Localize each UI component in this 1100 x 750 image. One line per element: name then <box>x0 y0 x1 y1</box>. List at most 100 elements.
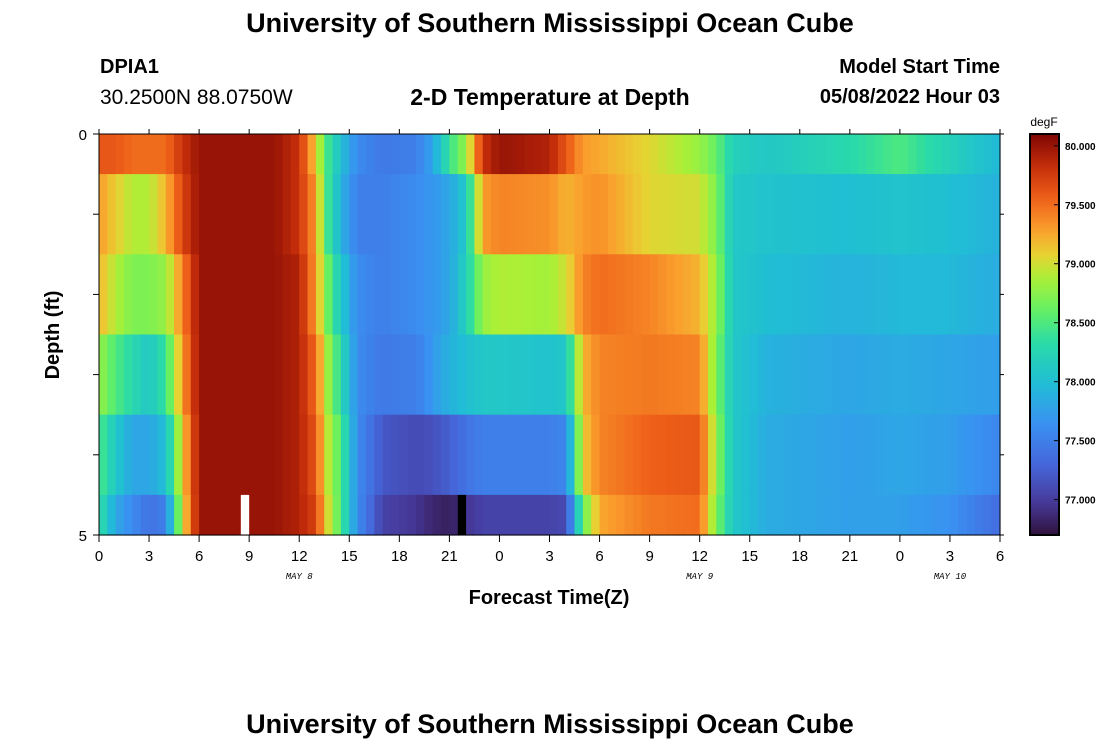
heatmap-cell <box>174 174 184 255</box>
heatmap-cell <box>766 494 776 536</box>
heatmap-cell <box>799 134 809 175</box>
colorbar-tick-label: 80.000 <box>1065 142 1096 153</box>
heatmap-cell <box>866 134 876 175</box>
heatmap-cell <box>966 414 976 496</box>
heatmap-cell <box>499 414 509 496</box>
heatmap-cell <box>532 414 542 496</box>
heatmap-cell <box>916 414 926 496</box>
heatmap-cell <box>249 414 259 496</box>
heatmap-cell <box>566 414 576 496</box>
heatmap-cell <box>491 494 501 536</box>
x-tick-label: 6 <box>595 548 603 565</box>
heatmap-cell <box>257 494 267 536</box>
heatmap-cell <box>774 174 784 255</box>
heatmap-cell <box>758 174 767 255</box>
heatmap-cell <box>265 334 275 416</box>
heatmap-cell <box>157 174 167 255</box>
heatmap-cell <box>457 414 467 496</box>
heatmap-cell <box>524 494 534 536</box>
heatmap-cell <box>599 494 609 536</box>
x-tick-label: 0 <box>896 548 904 565</box>
heatmap-cell <box>157 334 167 416</box>
heatmap-cell <box>874 334 884 416</box>
heatmap-cell <box>474 494 484 536</box>
y-tick-label: 5 <box>79 528 87 545</box>
heatmap-cell <box>641 334 651 416</box>
heatmap-cell <box>491 254 501 336</box>
heatmap-cell <box>632 254 642 336</box>
heatmap-cell <box>507 414 517 496</box>
heatmap-cell <box>783 414 793 496</box>
heatmap-cell <box>941 334 951 416</box>
heatmap-cell <box>783 134 793 175</box>
heatmap-cell <box>232 414 242 496</box>
heatmap-cell <box>349 134 359 175</box>
heatmap-cell <box>874 494 884 536</box>
heatmap-cell <box>691 494 701 536</box>
heatmap-cell <box>624 414 634 496</box>
heatmap-cell <box>641 494 651 536</box>
heatmap-cell <box>315 334 325 416</box>
heatmap-cell <box>224 254 234 336</box>
heatmap-cell <box>365 414 375 496</box>
heatmap-cell <box>382 334 392 416</box>
heatmap-cell <box>682 334 692 416</box>
heatmap-cell <box>265 254 275 336</box>
heatmap-cell <box>891 254 901 336</box>
heatmap-cell <box>816 334 826 416</box>
heatmap-cell <box>799 414 809 496</box>
heatmap-cell <box>340 174 350 255</box>
heatmap-cell <box>708 254 717 336</box>
heatmap-cell <box>674 254 684 336</box>
heatmap-cell <box>733 174 742 255</box>
heatmap-cell <box>365 254 375 336</box>
heatmap-cell <box>532 134 542 175</box>
heatmap-cell <box>449 334 459 416</box>
heatmap-cell <box>941 414 951 496</box>
heatmap-cell <box>566 254 576 336</box>
heatmap-cell <box>866 334 876 416</box>
page-title: University of Southern Mississippi Ocean… <box>246 8 854 38</box>
heatmap-cell <box>799 494 809 536</box>
heatmap-cell <box>866 174 876 255</box>
x-tick-label: 0 <box>95 548 103 565</box>
x-tick-label: 12 <box>691 548 708 565</box>
heatmap-cell <box>432 334 442 416</box>
heatmap-cell <box>299 174 309 255</box>
heatmap-cell <box>482 174 492 255</box>
heatmap-cell <box>958 494 968 536</box>
heatmap-cell <box>949 414 959 496</box>
heatmap-cell <box>949 494 959 536</box>
heatmap-cell <box>516 254 526 336</box>
colorbar-tick-label: 77.500 <box>1065 437 1096 448</box>
heatmap-cell <box>99 174 108 255</box>
heatmap-cell <box>399 254 409 336</box>
heatmap-cell <box>299 334 309 416</box>
heatmap-cell <box>149 494 158 536</box>
heatmap-cell <box>107 254 117 336</box>
heatmap-cell <box>140 254 150 336</box>
heatmap-cell <box>324 134 334 175</box>
heatmap-cell <box>365 134 375 175</box>
heatmap-cell <box>949 334 959 416</box>
heatmap-cell <box>290 134 300 175</box>
heatmap-cell <box>799 254 809 336</box>
heatmap-cell <box>841 254 851 336</box>
heatmap-cell <box>783 174 793 255</box>
heatmap-cell <box>174 414 184 496</box>
heatmap-cell <box>916 174 926 255</box>
x-tick-label: 9 <box>245 548 253 565</box>
heatmap-cell <box>274 414 284 496</box>
heatmap-cell <box>632 414 642 496</box>
heatmap-cell <box>649 334 659 416</box>
heatmap-cell <box>382 494 392 536</box>
heatmap-cell <box>349 254 359 336</box>
heatmap-cell <box>274 334 284 416</box>
heatmap-cell <box>474 174 484 255</box>
heatmap-cell <box>357 254 367 336</box>
heatmap-cell <box>649 134 659 175</box>
heatmap-cell <box>365 334 375 416</box>
heatmap-cell <box>682 254 692 336</box>
heatmap-cell <box>841 334 851 416</box>
heatmap-cell <box>207 414 217 496</box>
